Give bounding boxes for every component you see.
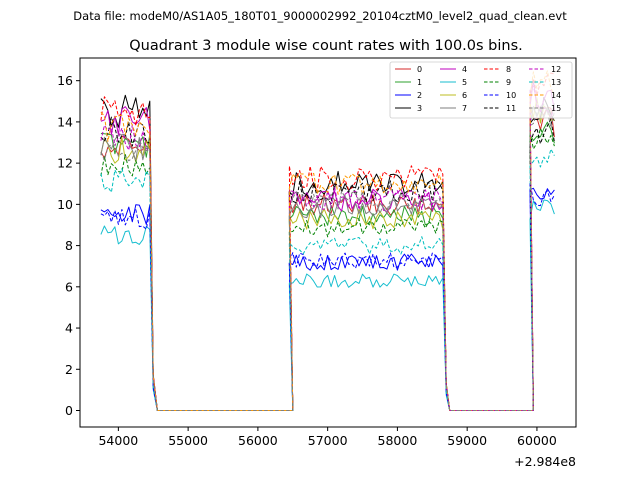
x-axis: 54000 55000 56000 57000 58000 59000 60000: [98, 427, 557, 448]
legend-label-13: 13: [551, 78, 561, 87]
x-tick-label: 60000: [517, 433, 557, 448]
x-tick-label: 56000: [238, 433, 278, 448]
legend-label-12: 12: [551, 65, 561, 74]
legend-label-2: 2: [417, 91, 422, 100]
y-axis: 0 2 4 6 8 10 12 14 16: [57, 73, 80, 418]
legend-label-6: 6: [462, 91, 467, 100]
x-offset-label: +2.984e8: [514, 454, 576, 469]
x-tick-label: 55000: [168, 433, 208, 448]
y-tick-label: 16: [57, 73, 73, 88]
legend-label-11: 11: [506, 104, 516, 113]
y-tick-label: 8: [65, 238, 73, 253]
plot-area: [100, 70, 555, 411]
legend-label-3: 3: [417, 104, 422, 113]
x-tick-label: 59000: [447, 433, 487, 448]
x-tick-label: 57000: [308, 433, 348, 448]
series-line-15: [100, 104, 555, 411]
x-tick-label: 54000: [98, 433, 138, 448]
y-tick-label: 6: [65, 279, 73, 294]
legend-label-1: 1: [417, 78, 422, 87]
y-tick-label: 2: [65, 362, 73, 377]
legend-label-0: 0: [417, 65, 422, 74]
y-tick-label: 10: [57, 197, 73, 212]
y-tick-label: 4: [65, 321, 73, 336]
y-tick-label: 14: [57, 114, 73, 129]
legend-label-7: 7: [462, 104, 467, 113]
y-tick-label: 12: [57, 156, 73, 171]
series-line-11: [100, 116, 555, 411]
legend-label-4: 4: [462, 65, 467, 74]
x-tick-label: 58000: [378, 433, 418, 448]
y-tick-label: 0: [65, 403, 73, 418]
legend-frame: [389, 61, 573, 119]
series-line-10: [100, 183, 555, 411]
legend-label-9: 9: [506, 78, 511, 87]
legend-label-8: 8: [506, 65, 511, 74]
legend-label-10: 10: [506, 91, 516, 100]
legend-label-5: 5: [462, 78, 467, 87]
sup-title: Data file: modeM0/AS1A05_180T01_90000029…: [73, 9, 567, 23]
legend-label-14: 14: [551, 91, 561, 100]
plot-title: Quadrant 3 module wise count rates with …: [129, 38, 523, 54]
legend-label-15: 15: [551, 104, 561, 113]
